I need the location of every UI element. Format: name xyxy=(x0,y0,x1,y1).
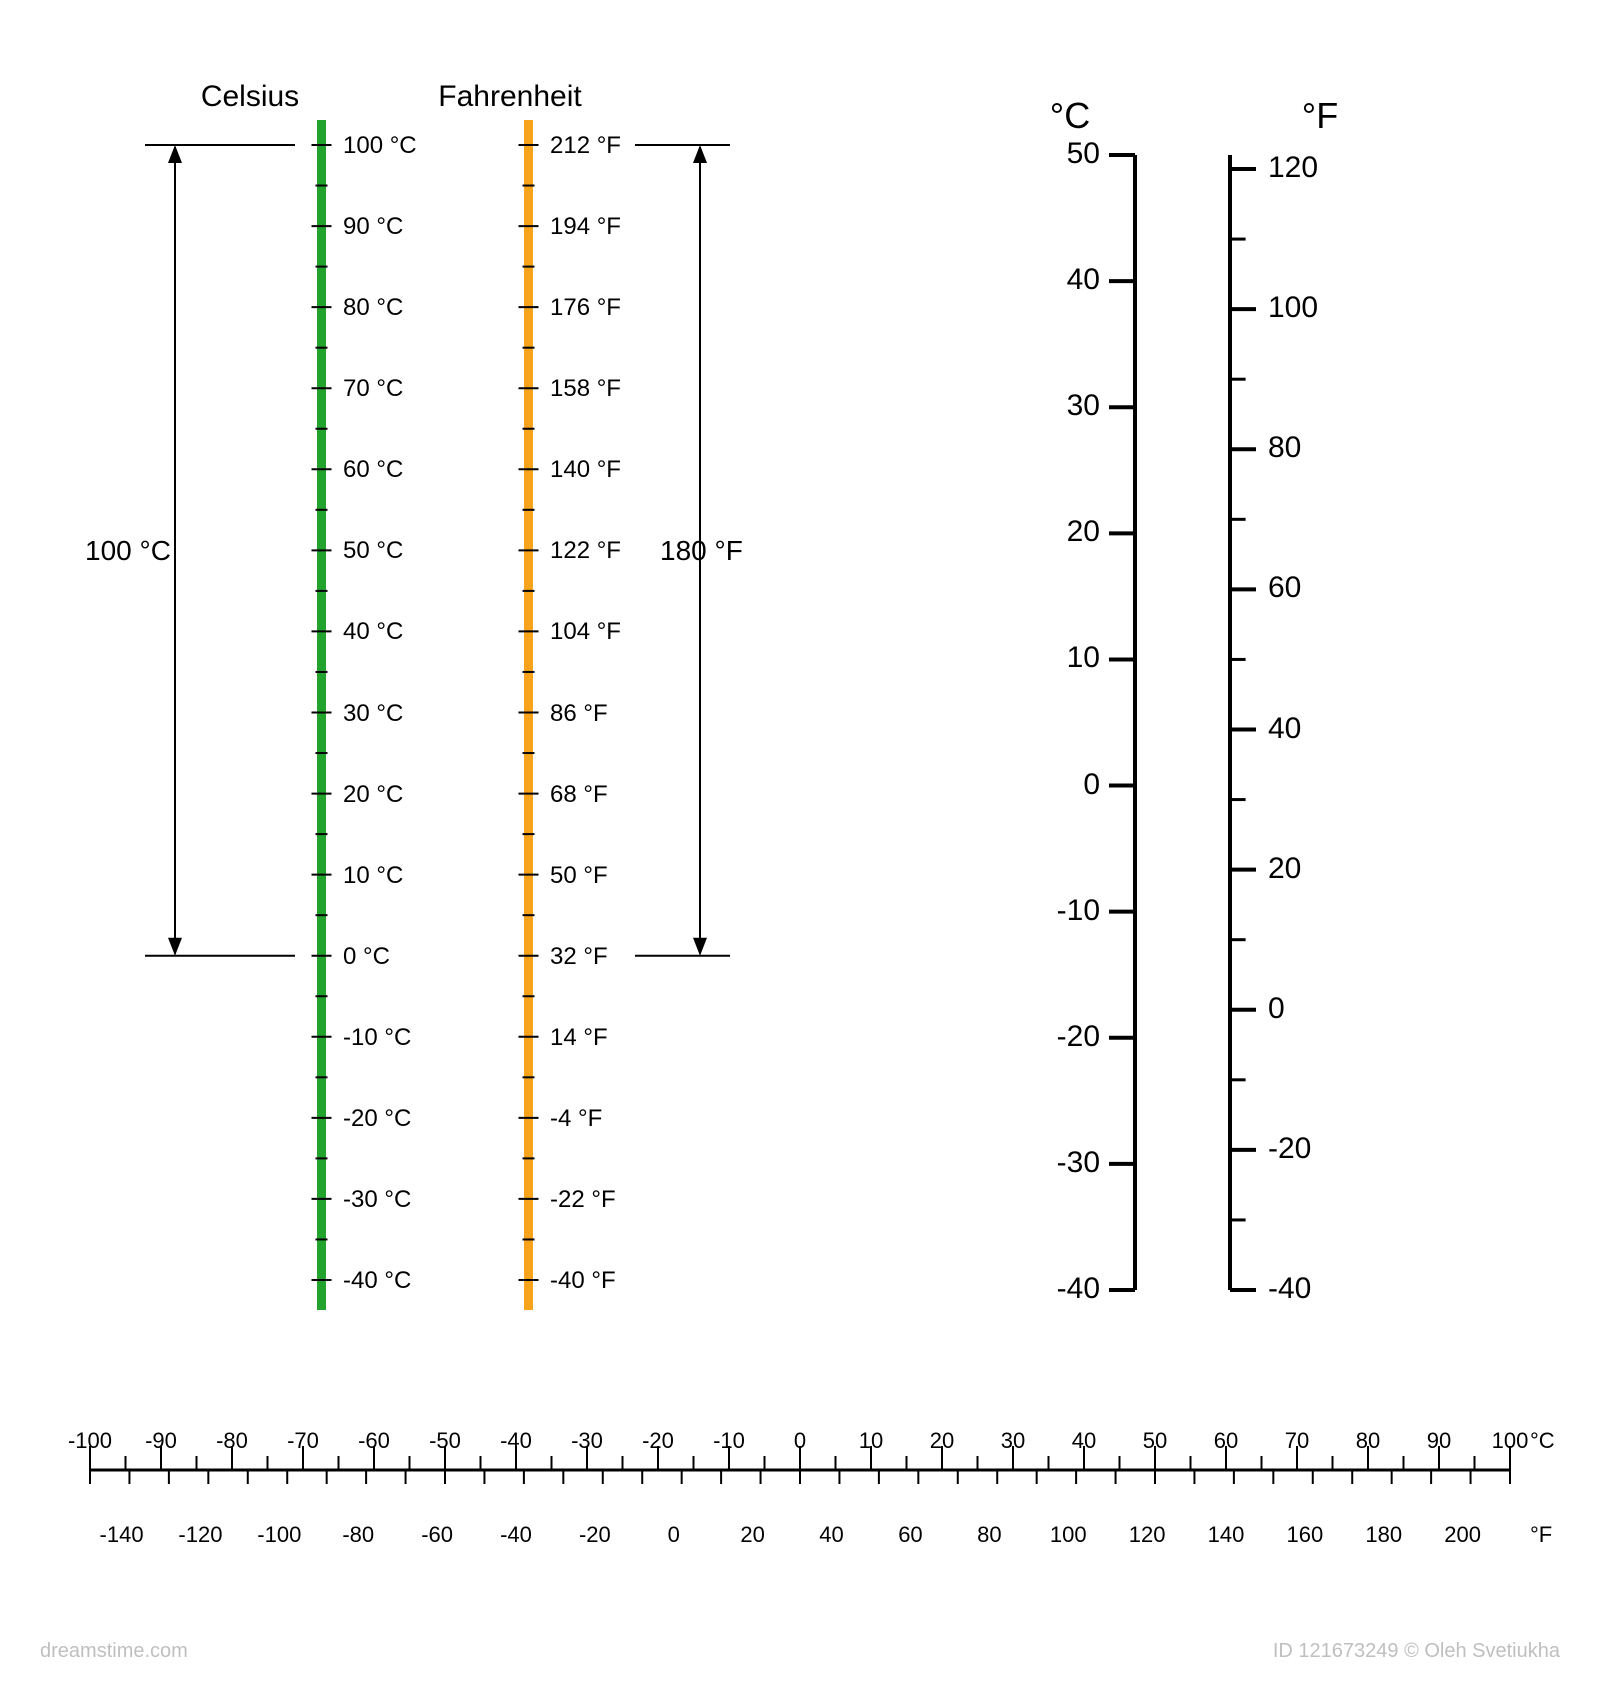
right-celsius-tick-label: -40 xyxy=(1010,1272,1100,1306)
hruler-celsius-label: -50 xyxy=(429,1428,461,1454)
celsius-tick-label: 10 °C xyxy=(343,862,403,890)
celsius-tick-label: 30 °C xyxy=(343,700,403,728)
celsius-tick-label: 40 °C xyxy=(343,618,403,646)
hruler-celsius-label: -80 xyxy=(216,1428,248,1454)
right-celsius-tick-label: -20 xyxy=(1010,1020,1100,1054)
right-fahrenheit-tick-label: 0 xyxy=(1268,992,1285,1026)
hruler-fahrenheit-label: 80 xyxy=(977,1522,1001,1548)
hruler-celsius-label: 0 xyxy=(794,1428,806,1454)
celsius-tick-label: 80 °C xyxy=(343,294,403,322)
hruler-fahrenheit-label: 160 xyxy=(1287,1522,1324,1548)
right-fahrenheit-tick-label: 40 xyxy=(1268,712,1301,746)
hruler-celsius-label: -90 xyxy=(145,1428,177,1454)
hruler-fahrenheit-label: 60 xyxy=(898,1522,922,1548)
hruler-fahrenheit-label: 120 xyxy=(1129,1522,1166,1548)
celsius-tick-label: 70 °C xyxy=(343,375,403,403)
hruler-celsius-label: -10 xyxy=(713,1428,745,1454)
hruler-celsius-label: 90 xyxy=(1427,1428,1451,1454)
celsius-title: Celsius xyxy=(201,80,299,114)
fahrenheit-tick-label: 158 °F xyxy=(550,375,621,403)
right-celsius-tick-label: -10 xyxy=(1010,894,1100,928)
right-celsius-tick-label: 20 xyxy=(1010,515,1100,549)
hruler-fahrenheit-label: 200 xyxy=(1444,1522,1481,1548)
hruler-celsius-label: 10 xyxy=(859,1428,883,1454)
fahrenheit-tick-label: 68 °F xyxy=(550,781,608,809)
right-celsius-tick-label: 0 xyxy=(1010,768,1100,802)
diagram-stage: CelsiusFahrenheit100 °C212 °F90 °C194 °F… xyxy=(0,0,1600,1690)
hruler-celsius-label: -20 xyxy=(642,1428,674,1454)
fahrenheit-tick-label: 32 °F xyxy=(550,943,608,971)
hruler-fahrenheit-label: 100 xyxy=(1050,1522,1087,1548)
hruler-celsius-label: -60 xyxy=(358,1428,390,1454)
watermark-left: dreamstime.com xyxy=(40,1640,188,1663)
hruler-fahrenheit-label: -60 xyxy=(421,1522,453,1548)
fahrenheit-tick-label: 122 °F xyxy=(550,537,621,565)
right-fahrenheit-tick-label: 60 xyxy=(1268,571,1301,605)
celsius-tick-label: 90 °C xyxy=(343,213,403,241)
hruler-celsius-label: 30 xyxy=(1001,1428,1025,1454)
right-fahrenheit-tick-label: 100 xyxy=(1268,291,1318,325)
hruler-fahrenheit-label: -80 xyxy=(342,1522,374,1548)
fahrenheit-tick-label: 176 °F xyxy=(550,294,621,322)
right-fahrenheit-tick-label: 20 xyxy=(1268,852,1301,886)
hruler-celsius-label: 100 xyxy=(1492,1428,1529,1454)
hruler-fahrenheit-label: -40 xyxy=(500,1522,532,1548)
celsius-tick-label: 20 °C xyxy=(343,781,403,809)
fahrenheit-tick-label: 212 °F xyxy=(550,132,621,160)
celsius-tick-label: -20 °C xyxy=(343,1105,411,1133)
hruler-fahrenheit-label: 40 xyxy=(819,1522,843,1548)
fahrenheit-range-label: 180 °F xyxy=(660,535,743,567)
fahrenheit-tick-label: 194 °F xyxy=(550,213,621,241)
hruler-celsius-label: -70 xyxy=(287,1428,319,1454)
hruler-fahrenheit-label: 0 xyxy=(668,1522,680,1548)
hruler-celsius-label: -30 xyxy=(571,1428,603,1454)
right-celsius-tick-label: 30 xyxy=(1010,389,1100,423)
hruler-fahrenheit-label: 180 xyxy=(1365,1522,1402,1548)
hruler-celsius-label: 40 xyxy=(1072,1428,1096,1454)
hruler-celsius-label: -40 xyxy=(500,1428,532,1454)
celsius-tick-label: 60 °C xyxy=(343,456,403,484)
fahrenheit-tick-label: 50 °F xyxy=(550,862,608,890)
hruler-celsius-label: 50 xyxy=(1143,1428,1167,1454)
fahrenheit-tick-label: 104 °F xyxy=(550,618,621,646)
hruler-celsius-label: 70 xyxy=(1285,1428,1309,1454)
right-fahrenheit-tick-label: -20 xyxy=(1268,1132,1311,1166)
hruler-fahrenheit-label: 20 xyxy=(740,1522,764,1548)
celsius-tick-label: -10 °C xyxy=(343,1024,411,1052)
hruler-celsius-label: 60 xyxy=(1214,1428,1238,1454)
celsius-tick-label: 50 °C xyxy=(343,537,403,565)
celsius-range-label: 100 °C xyxy=(85,535,171,567)
hruler-celsius-unit: °C xyxy=(1530,1428,1555,1454)
fahrenheit-tick-label: -40 °F xyxy=(550,1267,616,1295)
fahrenheit-tick-label: -22 °F xyxy=(550,1186,616,1214)
hruler-celsius-label: -100 xyxy=(68,1428,112,1454)
fahrenheit-tick-label: 14 °F xyxy=(550,1024,608,1052)
hruler-fahrenheit-label: -140 xyxy=(100,1522,144,1548)
right-celsius-tick-label: 50 xyxy=(1010,137,1100,171)
right-fahrenheit-title: °F xyxy=(1302,95,1338,137)
celsius-tick-label: -30 °C xyxy=(343,1186,411,1214)
celsius-tick-label: 100 °C xyxy=(343,132,417,160)
right-fahrenheit-tick-label: -40 xyxy=(1268,1272,1311,1306)
right-fahrenheit-tick-label: 80 xyxy=(1268,431,1301,465)
hruler-fahrenheit-unit: °F xyxy=(1530,1522,1552,1548)
celsius-tick-label: -40 °C xyxy=(343,1267,411,1295)
hruler-fahrenheit-label: 140 xyxy=(1208,1522,1245,1548)
hruler-fahrenheit-label: -100 xyxy=(257,1522,301,1548)
right-fahrenheit-tick-label: 120 xyxy=(1268,151,1318,185)
right-celsius-tick-label: -30 xyxy=(1010,1146,1100,1180)
hruler-celsius-label: 20 xyxy=(930,1428,954,1454)
watermark-right: ID 121673249 © Oleh Svetiukha xyxy=(1273,1640,1560,1663)
fahrenheit-tick-label: -4 °F xyxy=(550,1105,602,1133)
celsius-tick-label: 0 °C xyxy=(343,943,390,971)
right-celsius-tick-label: 10 xyxy=(1010,641,1100,675)
fahrenheit-tick-label: 86 °F xyxy=(550,700,608,728)
hruler-fahrenheit-label: -120 xyxy=(178,1522,222,1548)
fahrenheit-tick-label: 140 °F xyxy=(550,456,621,484)
hruler-celsius-label: 80 xyxy=(1356,1428,1380,1454)
right-celsius-title: °C xyxy=(1050,95,1090,137)
fahrenheit-title: Fahrenheit xyxy=(438,80,581,114)
hruler-fahrenheit-label: -20 xyxy=(579,1522,611,1548)
right-celsius-tick-label: 40 xyxy=(1010,263,1100,297)
